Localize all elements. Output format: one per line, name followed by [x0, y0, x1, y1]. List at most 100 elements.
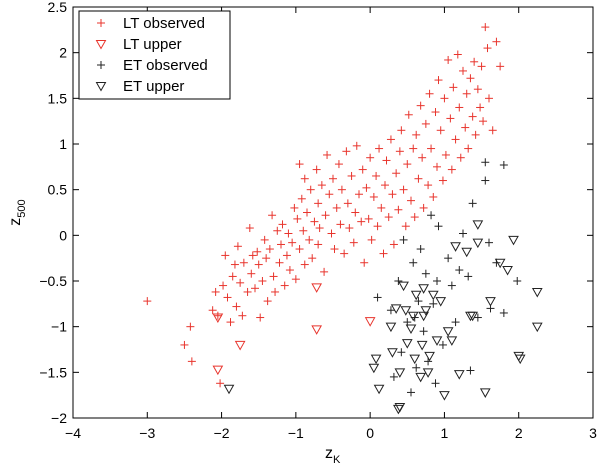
series-lt-upper	[212, 283, 376, 376]
data-point	[429, 192, 438, 201]
data-point	[364, 214, 373, 223]
data-point	[295, 160, 304, 169]
data-point	[434, 76, 443, 85]
data-point	[379, 249, 388, 258]
data-point	[230, 260, 239, 269]
data-point	[345, 224, 354, 233]
data-point	[403, 160, 412, 169]
data-point	[394, 403, 406, 413]
data-point	[370, 354, 382, 365]
data-point	[467, 311, 479, 322]
data-point	[400, 306, 412, 316]
data-point	[450, 242, 461, 252]
y-tick-label: −0.5	[39, 273, 67, 289]
data-point	[314, 240, 323, 249]
data-point	[226, 318, 235, 327]
x-tick-label: −4	[65, 425, 81, 441]
data-point	[438, 340, 447, 349]
data-point	[485, 238, 493, 247]
data-point	[223, 384, 235, 395]
data-point	[312, 165, 321, 174]
data-point	[329, 174, 337, 183]
series-et-upper	[223, 220, 543, 415]
data-point	[208, 306, 217, 315]
data-point	[427, 211, 436, 220]
data-point	[436, 126, 445, 135]
data-point	[405, 324, 417, 335]
data-point	[212, 365, 224, 376]
data-point	[451, 135, 460, 144]
data-point	[248, 251, 257, 260]
data-point	[278, 220, 287, 229]
data-point	[438, 176, 447, 185]
data-point	[395, 147, 404, 156]
data-point	[323, 150, 332, 159]
data-point	[355, 190, 363, 199]
data-point	[496, 62, 505, 71]
data-point	[401, 222, 410, 231]
data-point	[300, 260, 309, 269]
legend-marker	[95, 82, 107, 92]
data-point	[470, 57, 479, 66]
data-point	[488, 126, 497, 135]
x-tick-label: 1	[441, 425, 449, 441]
y-tick-label: 2.5	[48, 0, 68, 15]
data-point	[468, 199, 477, 208]
data-point	[284, 229, 293, 238]
data-point	[468, 112, 477, 121]
data-point	[254, 260, 263, 269]
data-point	[299, 226, 308, 235]
data-point	[352, 141, 361, 150]
data-point	[472, 220, 484, 230]
data-point	[472, 238, 484, 249]
data-point	[320, 267, 329, 276]
data-point	[372, 171, 381, 180]
data-point	[245, 224, 254, 233]
data-point	[285, 266, 294, 275]
data-point	[433, 162, 441, 171]
legend-label: LT observed	[123, 15, 205, 32]
data-point	[407, 388, 415, 397]
data-point	[340, 249, 349, 258]
data-point	[461, 123, 470, 132]
data-point	[275, 258, 284, 267]
data-point	[461, 247, 473, 258]
data-points	[143, 23, 543, 415]
data-point	[297, 194, 306, 203]
data-point	[419, 327, 428, 336]
data-point	[305, 235, 314, 244]
data-point	[366, 153, 375, 162]
data-point	[293, 214, 302, 223]
data-point	[351, 208, 360, 217]
legend: LT observed LT upper ET observed ET upper	[78, 10, 231, 100]
data-point	[377, 203, 386, 212]
data-point	[385, 322, 397, 333]
data-point	[441, 150, 450, 159]
data-point	[456, 153, 465, 162]
data-point	[349, 238, 358, 247]
data-point	[439, 391, 450, 401]
data-point	[447, 165, 456, 174]
data-point	[342, 147, 351, 156]
data-point	[473, 85, 482, 94]
data-point	[483, 44, 492, 53]
data-point	[389, 372, 398, 381]
data-point	[409, 144, 418, 153]
data-point	[232, 302, 241, 311]
data-point	[219, 281, 228, 290]
data-point	[223, 293, 232, 302]
data-point	[373, 384, 385, 395]
y-axis-title: z500	[7, 199, 28, 225]
data-point	[247, 269, 256, 278]
data-point	[394, 277, 403, 285]
data-point	[425, 89, 434, 98]
x-tick-label: −1	[288, 425, 304, 441]
data-point	[271, 287, 280, 296]
data-point	[398, 281, 409, 292]
data-point	[449, 83, 458, 92]
data-point	[381, 181, 389, 190]
data-point	[502, 266, 513, 276]
data-point	[404, 110, 413, 119]
data-point	[433, 277, 441, 285]
